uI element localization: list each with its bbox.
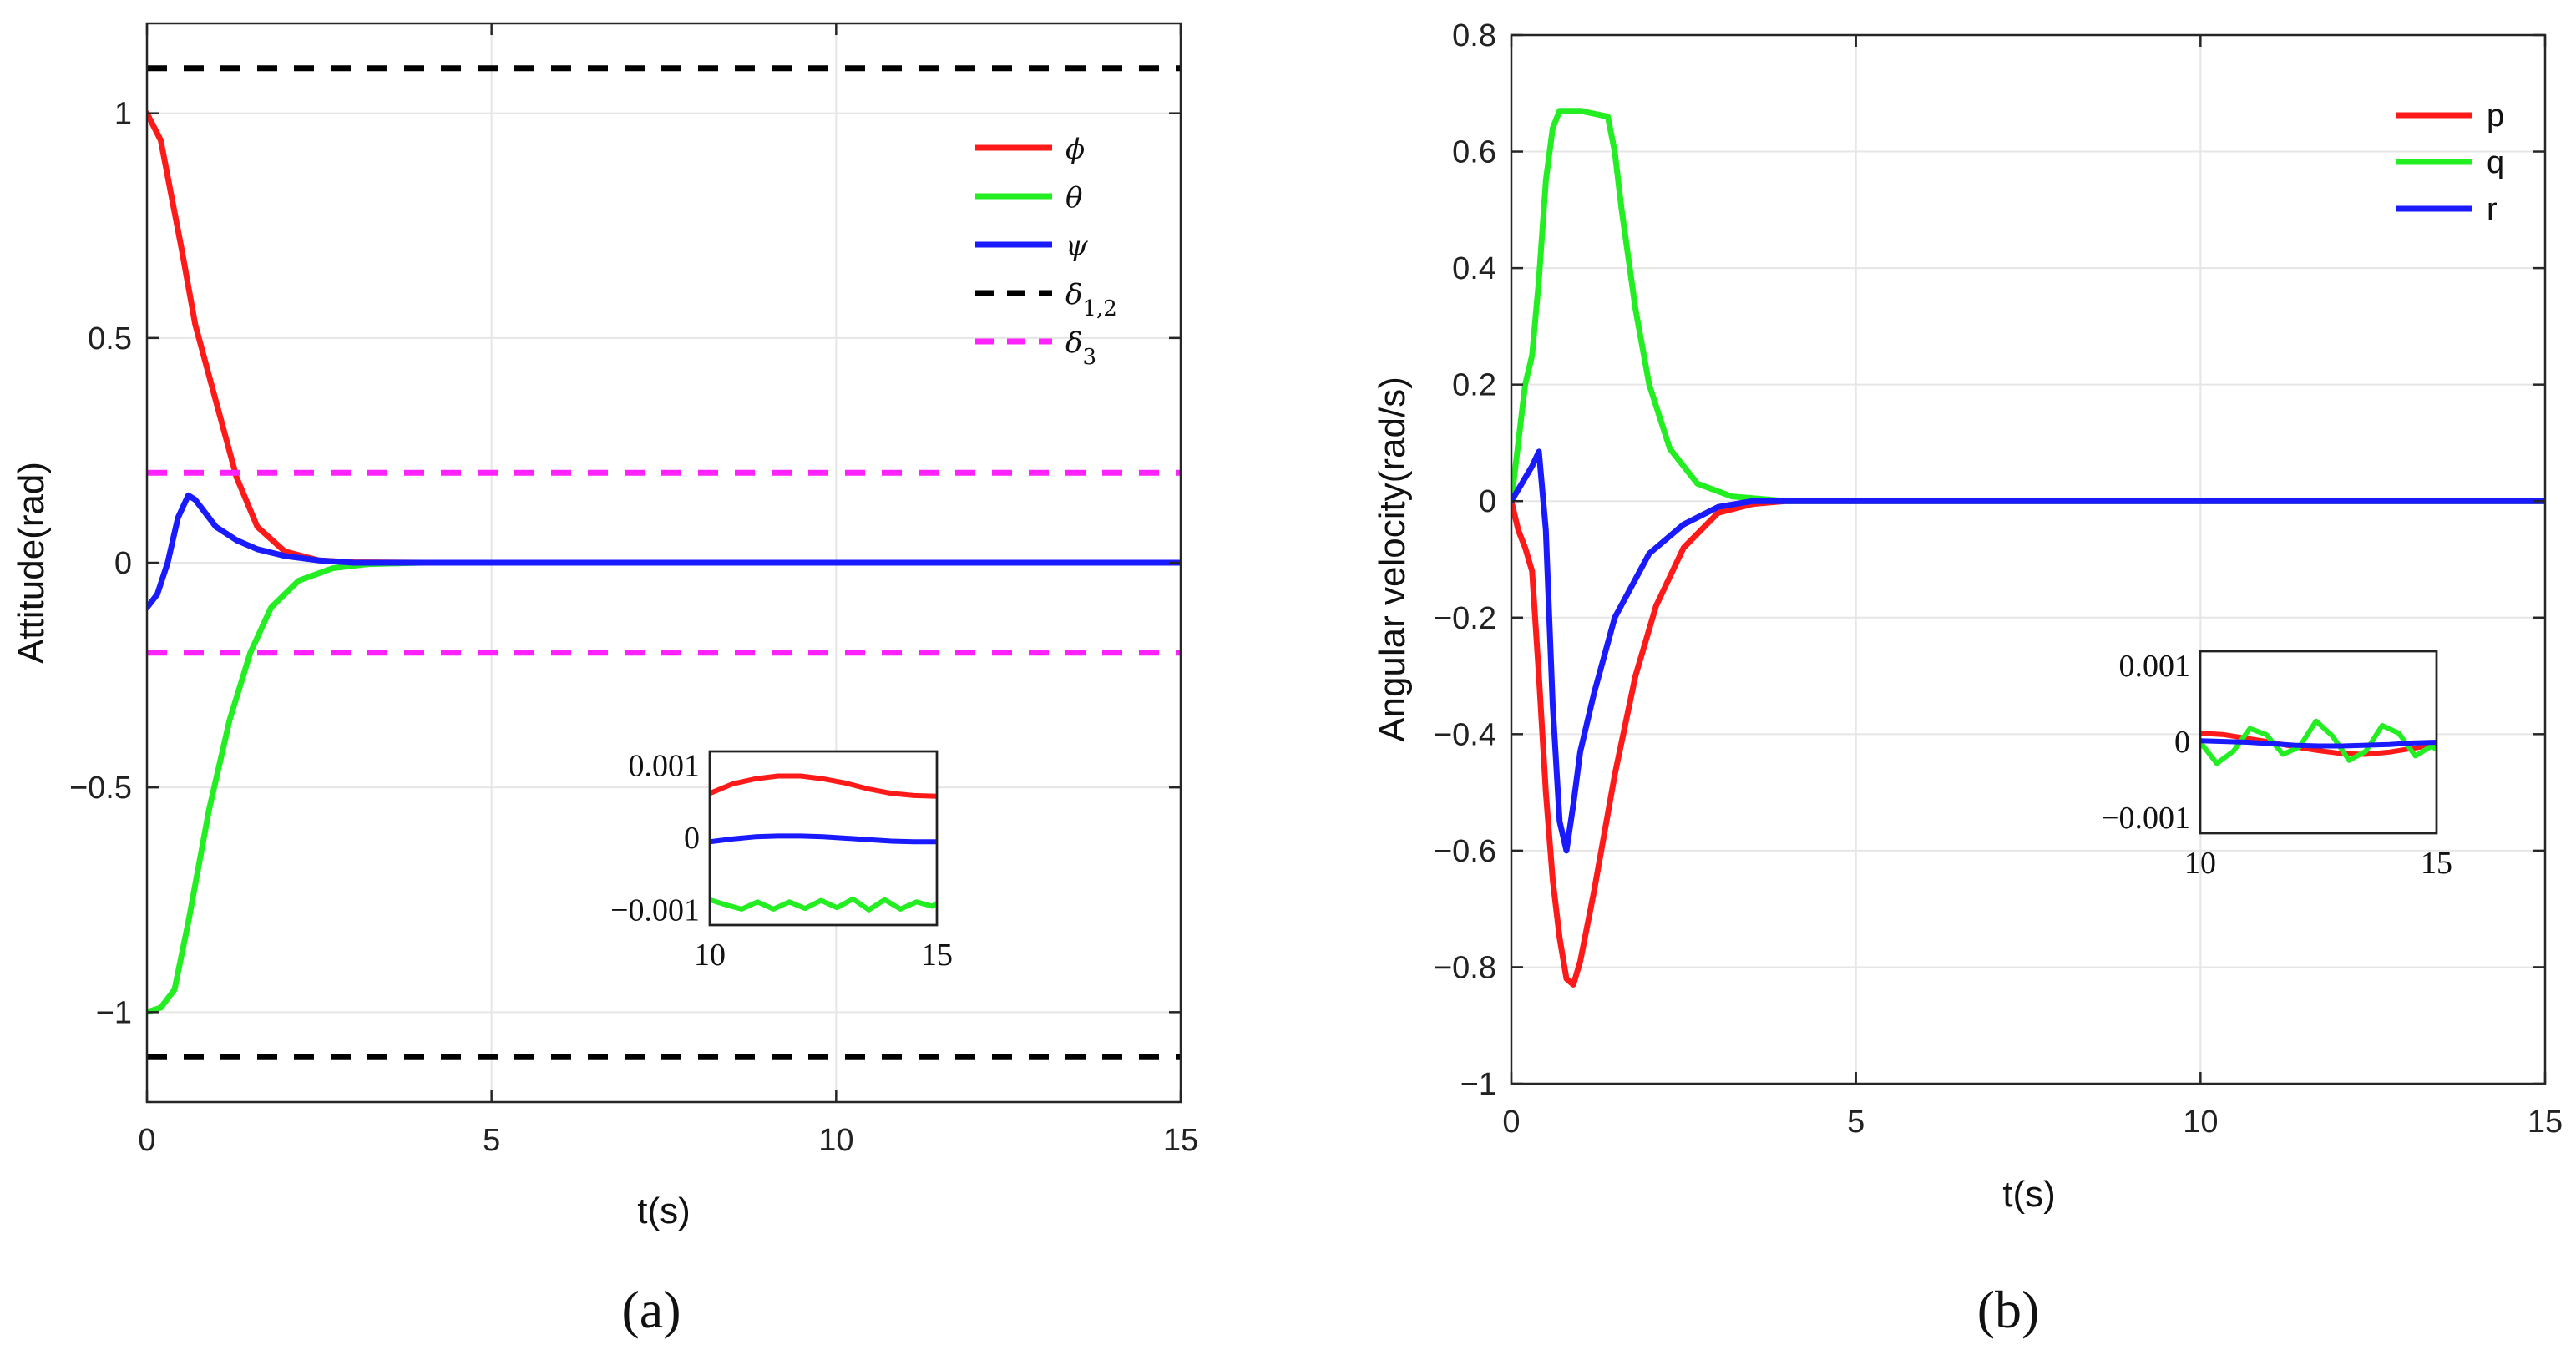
inset-y-tick-label: 0.001	[629, 748, 701, 783]
legend-subscript: 3	[1082, 345, 1096, 370]
y-tick-label: 0	[114, 546, 132, 581]
x-tick-label: 15	[1163, 1123, 1198, 1158]
x-axis-label: t(s)	[2002, 1174, 2056, 1215]
inset-zoom: 10 15 0.001 0 −0.001	[610, 748, 953, 973]
legend-label: q	[2487, 145, 2504, 180]
panel-label: (b)	[1977, 1280, 2040, 1339]
legend-label: ϕ	[1065, 133, 1085, 166]
x-tick-label: 0	[1502, 1105, 1520, 1140]
inset-series-green	[710, 896, 937, 913]
inset-series-red	[710, 773, 937, 799]
inset-y-tick-label: −0.001	[610, 893, 700, 928]
y-tick-label: −1	[96, 995, 132, 1030]
legend: pqr	[2396, 99, 2504, 227]
y-axis-label: Attitude(rad)	[11, 462, 52, 664]
x-tick-label: 15	[2528, 1105, 2563, 1140]
inset-y-tick-label: 0	[2174, 725, 2190, 760]
y-tick-label: −0.2	[1434, 601, 1496, 636]
y-tick-label: 0	[1479, 484, 1496, 519]
plot-area	[1511, 35, 2545, 1084]
series-line-red	[1511, 498, 2545, 988]
inset-x-tick-label: 15	[2421, 846, 2452, 881]
y-tick-label: 1	[114, 97, 132, 132]
y-tick-label: −0.5	[69, 771, 132, 806]
chart-panel-b: 0 5 10 15 −1 −0.8 −0.6 −0.4 −0.2 0 0.2 0.4 0.6 0.8 t(s…	[1372, 18, 2563, 1215]
y-tick-label: 0.5	[88, 321, 132, 356]
inset-x-tick-label: 10	[694, 938, 726, 973]
axes-frame	[1510, 33, 2547, 1085]
series-line-blue	[147, 492, 1181, 611]
x-tick-label: 5	[483, 1123, 500, 1158]
y-tick-label: −0.8	[1434, 950, 1496, 985]
y-tick-label: −1	[1460, 1067, 1496, 1102]
y-axis-label: Angular velocity(rad/s)	[1372, 377, 1413, 742]
x-tick-label: 10	[818, 1123, 853, 1158]
legend-subscript: 1,2	[1082, 296, 1116, 321]
x-tick-label: 10	[2183, 1105, 2218, 1140]
x-axis-label: t(s)	[637, 1191, 691, 1231]
y-tick-label: 0.6	[1452, 135, 1496, 170]
legend-label: r	[2487, 192, 2498, 227]
inset-y-tick-label: −0.001	[2101, 801, 2190, 836]
x-tick-label: 0	[138, 1123, 155, 1158]
inset-border	[2199, 650, 2438, 835]
y-tick-label: −0.4	[1434, 717, 1496, 752]
inset-y-tick-label: 0.001	[2119, 649, 2191, 684]
inset-x-tick-label: 15	[921, 938, 953, 973]
inset-zoom: 10 15 0.001 0 −0.001	[2101, 649, 2452, 881]
legend-label: p	[2487, 99, 2504, 134]
legend-label: θ	[1065, 181, 1082, 215]
inset-series-blue	[710, 833, 937, 845]
inset-border	[708, 750, 939, 927]
y-tick-label: 0.2	[1452, 368, 1496, 403]
y-tick-label: −0.6	[1434, 834, 1496, 869]
series-line-green	[1511, 108, 2545, 504]
y-tick-label: 0.8	[1452, 18, 1496, 53]
inset-y-tick-label: 0	[684, 821, 700, 856]
inset-x-tick-label: 10	[2184, 846, 2216, 881]
inset-series-blue	[2200, 738, 2437, 749]
legend-label: ψ	[1065, 230, 1088, 263]
panel-label: (a)	[621, 1280, 681, 1339]
x-tick-label: 5	[1847, 1105, 1865, 1140]
inset-series-red	[2200, 731, 2437, 757]
series-line-blue	[1511, 448, 2545, 854]
y-tick-label: 0.4	[1452, 251, 1496, 286]
chart-panel-a: 0 5 10 15−1−0.500.51t(s)Attitude(rad)ϕθψδ1,…	[11, 22, 1198, 1231]
